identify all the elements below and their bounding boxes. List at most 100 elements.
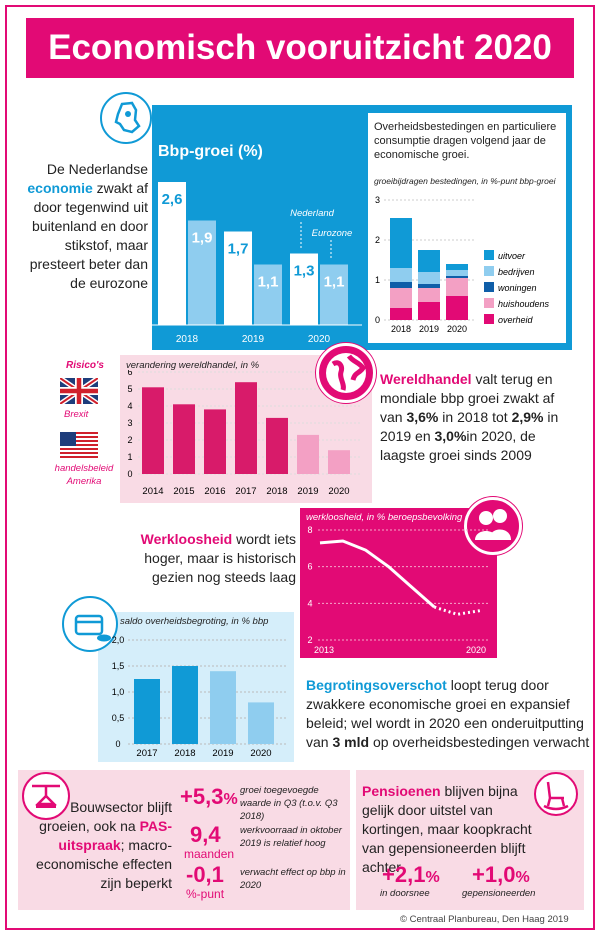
budget-y-tick: 0,5 <box>112 713 125 723</box>
legend-swatch-woningen <box>484 282 494 292</box>
trade-axis-title: verandering wereldhandel, in % <box>126 360 260 371</box>
credit: © Centraal Planbureau, Den Haag 2019 <box>400 914 569 925</box>
legend-swatch-overheid <box>484 314 494 324</box>
contrib-text: Overheidsbestedingen en particuliere con… <box>374 121 557 161</box>
bouw-n2-desc: werkvoorraad in oktober 2019 is relatief… <box>240 825 342 849</box>
trade-x-tick: 2017 <box>235 486 256 497</box>
bouw-text: Bouwsector blijft groeien, ook na PAS-ui… <box>36 799 172 891</box>
uk-flag-icon <box>58 375 100 407</box>
unemp-forecast-line <box>433 605 481 616</box>
trade-bar <box>266 417 288 474</box>
risks-label: Risico's <box>66 360 104 371</box>
trade-text: Wereldhandel valt terug en mondiale bbp … <box>380 371 559 463</box>
contrib-bar-overheid <box>446 296 468 320</box>
contrib-bar-uitvoer <box>446 264 468 270</box>
trade-x-tick: 2015 <box>173 486 194 497</box>
pensioen-text: Pensioenen blijven bijna gelijk door uit… <box>362 783 532 875</box>
unemp-text: Werkloosheid wordt iets hoger, maar is h… <box>140 531 296 585</box>
legend-swatch-uitvoer <box>484 250 494 260</box>
contrib-bar-bedrijven <box>446 270 468 276</box>
contrib-y-tick: 0 <box>375 315 380 325</box>
pensioen-n1: +2,1% <box>382 862 440 887</box>
unemp-line <box>319 539 436 609</box>
budget-axis-title: saldo overheidsbegroting, in % bbp <box>120 616 269 627</box>
bbp-text: De Nederlandse economie zwakt af door te… <box>27 161 148 291</box>
trade-y-tick: 1 <box>127 452 132 462</box>
bbp-bar <box>320 264 348 325</box>
globe-icon <box>316 343 376 403</box>
unemp-chart: 2 4 6 8 2013 2020 <box>307 525 490 655</box>
trade-x-tick: 2014 <box>142 486 163 497</box>
legend-label-overheid: overheid <box>498 315 534 325</box>
budget-chart: 0 0,5 1,0 1,5 2,0 2017 2018 2019 2020 <box>112 635 288 759</box>
pensioen-highlight: Pensioenen <box>362 783 441 799</box>
unemp-x-tick: 2013 <box>314 645 334 655</box>
bbp-bar <box>254 264 282 325</box>
rocking-chair-icon <box>534 772 578 816</box>
brexit-label: Brexit <box>64 409 89 420</box>
trade-y-tick: 2 <box>127 435 132 445</box>
bouw-n1-desc: groei toegevoegde waarde in Q3 (t.o.v. Q… <box>240 785 338 822</box>
people-icon <box>464 497 522 555</box>
contrib-x-tick: 2018 <box>391 324 411 334</box>
contrib-bar-bedrijven <box>390 268 412 282</box>
contrib-bar-huishoudens <box>418 288 440 302</box>
trade-bar <box>328 450 350 474</box>
contrib-bar-woningen <box>390 282 412 288</box>
trade-y-tick: 3 <box>127 418 132 428</box>
unemp-y-tick: 2 <box>307 635 312 645</box>
bbp-bar <box>290 253 318 325</box>
netherlands-map-icon <box>100 92 152 144</box>
budget-y-tick: 2,0 <box>112 635 125 645</box>
bbp-heading: Bbp-groei (%) <box>158 143 263 160</box>
trade-bar <box>235 382 257 474</box>
bouw-panel <box>18 770 350 910</box>
contrib-bar-huishoudens <box>446 278 468 296</box>
pensioen-n2: +1,0% <box>472 862 530 887</box>
contrib-bar-woningen <box>418 284 440 288</box>
bbp-bar-label: 1,1 <box>258 274 279 291</box>
contrib-bar-bedrijven <box>418 272 440 284</box>
legend-nederland: Nederland <box>290 208 335 219</box>
legend-label-uitvoer: uitvoer <box>498 251 526 261</box>
budget-bar <box>248 702 274 744</box>
trade-bar <box>204 409 226 474</box>
budget-y-tick: 0 <box>115 739 120 749</box>
bbp-bar <box>158 182 186 325</box>
contrib-axis-title: groeibijdragen bestedingen, in %-punt bb… <box>374 176 556 186</box>
bbp-bar-label: 1,7 <box>228 241 249 258</box>
unemp-axis-title: werkloosheid, in % beroepsbevolking <box>306 512 463 523</box>
trade-bar <box>297 434 319 474</box>
trade-y-tick: 5 <box>127 384 132 394</box>
bouw-highlight: PAS-uitspraak <box>58 818 172 853</box>
bbp-x-tick: 2020 <box>308 334 331 345</box>
trade-bar <box>142 387 164 474</box>
trade-bar <box>173 404 195 474</box>
trade-x-tick: 2019 <box>297 486 318 497</box>
bouw-n3: -0,1 <box>186 862 224 887</box>
contrib-bar-woningen <box>446 276 468 278</box>
page-title: Economisch vooruitzicht 2020 <box>26 18 574 78</box>
unemp-highlight: Werkloosheid <box>140 531 233 547</box>
unemp-y-tick: 8 <box>307 525 312 535</box>
chest-icon <box>62 596 118 652</box>
budget-highlight: Begrotingsoverschot <box>306 677 447 693</box>
bouw-n2: 9,4 <box>190 822 221 847</box>
budget-x-tick: 2018 <box>174 748 195 759</box>
legend-label-bedrijven: bedrijven <box>498 267 535 277</box>
trade-x-tick: 2020 <box>328 486 349 497</box>
contrib-y-tick: 2 <box>375 235 380 245</box>
page-frame <box>5 5 595 930</box>
bouw-n1: +5,3% <box>180 784 238 809</box>
budget-y-tick: 1,0 <box>112 687 125 697</box>
bbp-highlight: economie <box>27 180 93 196</box>
budget-bar <box>134 679 160 744</box>
bbp-bar-label: 1,9 <box>192 230 213 247</box>
trade-y-tick: 6 <box>127 370 132 377</box>
contrib-bar-overheid <box>390 308 412 320</box>
bbp-x-tick: 2018 <box>176 334 199 345</box>
legend-eurozone: Eurozone <box>312 228 353 239</box>
bbp-bar-label: 1,1 <box>324 274 345 291</box>
bbp-bar <box>188 220 216 325</box>
unemp-y-tick: 6 <box>307 562 312 572</box>
